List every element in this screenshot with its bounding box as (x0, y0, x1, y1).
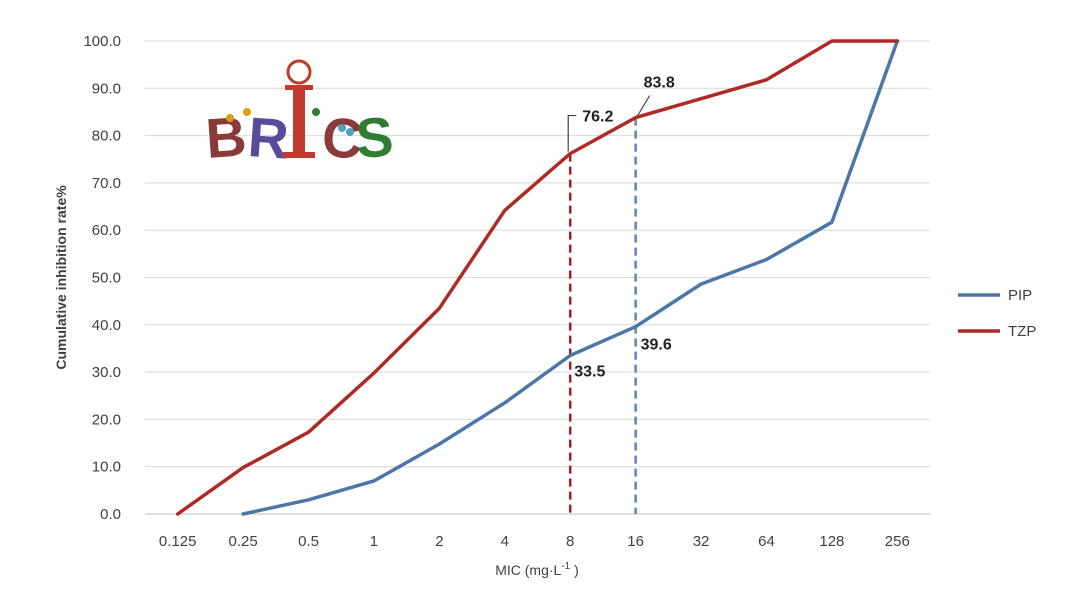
callout-leader (637, 95, 651, 116)
logo-letter: R (246, 105, 291, 171)
reference-lines (568, 117, 637, 514)
y-tick-label: 70.0 (92, 175, 121, 192)
x-tick-label: 128 (819, 533, 844, 550)
logo-ring (286, 59, 312, 85)
y-tick-label: 80.0 (92, 128, 121, 145)
logo-dot (346, 128, 354, 136)
logo-dot (312, 108, 320, 116)
x-tick-label: 8 (566, 533, 574, 550)
logo-letter: C (320, 105, 365, 171)
axes: 0.0 10.0 20.0 30.0 40.0 50.0 60.0 70.0 80.0 90.0 1… (53, 33, 930, 578)
y-axis-title: Cumulative inhibition rate% (53, 185, 69, 370)
y-tick-label: 40.0 (92, 317, 121, 334)
logo-letter: B (204, 104, 249, 170)
y-tick-label: 60.0 (92, 222, 121, 239)
data-label: 76.2 (582, 109, 613, 126)
grid (145, 40, 930, 515)
data-label: 83.8 (644, 75, 675, 92)
x-tick-label: 1 (370, 533, 378, 550)
x-tick-label: 4 (501, 533, 509, 550)
series-line-pip (241, 39, 900, 516)
series (175, 39, 900, 516)
logo-pillar-base (283, 152, 315, 158)
data-label: 33.5 (574, 364, 605, 381)
annotations: 76.2 83.8 33.5 39.6 (567, 75, 675, 381)
x-tick-label: 0.25 (229, 533, 258, 550)
legend-label-pip: PIP (1008, 287, 1032, 304)
x-axis-title: MIC (mg·L-1 ) (495, 561, 579, 578)
logo-dot (243, 108, 251, 116)
y-tick-label: 90.0 (92, 80, 121, 97)
x-tick-label: 0.125 (159, 533, 197, 550)
y-tick-label: 10.0 (92, 459, 121, 476)
series-line-tzp (175, 39, 900, 516)
legend-label-tzp: TZP (1008, 323, 1036, 340)
logo-pillar-cap (285, 85, 313, 90)
brics-logo: BR CS (204, 59, 396, 171)
x-tick-label: 2 (435, 533, 443, 550)
data-label: 39.6 (641, 337, 672, 354)
x-tick-label: 16 (627, 533, 644, 550)
logo-letter: S (354, 105, 396, 170)
logo-dot (338, 124, 346, 132)
legend: PIP TZP (958, 287, 1036, 340)
logo-pillar (293, 90, 305, 152)
y-tick-label: 20.0 (92, 411, 121, 428)
y-tick-label: 100.0 (83, 33, 121, 50)
y-tick-label: 50.0 (92, 270, 121, 287)
x-tick-label: 64 (758, 533, 775, 550)
x-tick-label: 0.5 (298, 533, 319, 550)
y-tick-label: 0.0 (100, 506, 121, 523)
callout-leader (567, 114, 577, 152)
y-tick-label: 30.0 (92, 364, 121, 381)
x-tick-label: 256 (885, 533, 910, 550)
x-tick-label: 32 (693, 533, 710, 550)
logo-dot (226, 114, 234, 122)
